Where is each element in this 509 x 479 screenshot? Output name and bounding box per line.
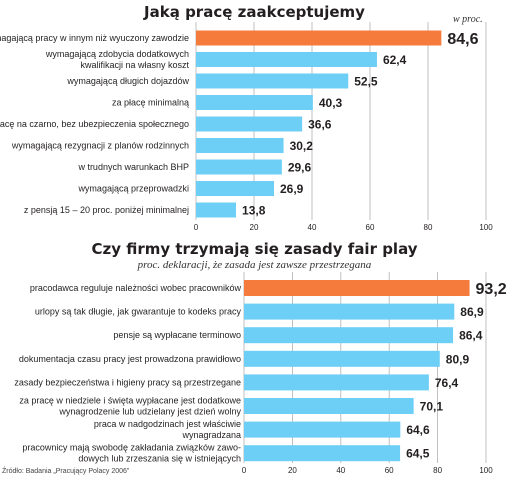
chart1-value-label: 36,6 (308, 118, 332, 132)
chart2-value-label: 86,9 (460, 305, 484, 319)
chart2-value-label: 64,5 (406, 447, 430, 461)
chart1-tick-label: 80 (424, 223, 433, 232)
chart2-bar (244, 327, 454, 344)
chart1-bar (196, 30, 442, 46)
chart1-category-label: wymagającą pracy w innym niż wyuczony za… (0, 33, 189, 43)
chart1-value-label: 52,5 (354, 75, 378, 89)
chart2-bar (244, 374, 429, 391)
chart1-category-label: wymagającą zdobycia dodatkowych (45, 49, 189, 59)
chart1-value-label: 29,6 (288, 161, 312, 175)
chart1-category-label: wymagającą długich dojazdów (66, 76, 189, 86)
chart2-tick-label: 40 (336, 466, 345, 475)
chart2-bar (244, 421, 401, 438)
chart2-category-label: urlopy są tak długie, jak gwarantuje to … (35, 307, 242, 317)
chart2-category-label: za pracę w niedziele i święta wypłacane … (19, 396, 241, 406)
chart2-subtitle: proc. deklaracji, że zasada jest zawsze … (137, 259, 372, 271)
chart1-tick-label: 60 (366, 223, 375, 232)
chart1-category-label: za płacę minimalną (112, 98, 189, 108)
chart1-value-label: 62,4 (383, 53, 407, 67)
chart1-bar (196, 95, 313, 110)
chart2-category-label: zasady bezpieczeństwa i higieny pracy są… (14, 377, 241, 387)
chart2-value-label: 76,4 (435, 376, 459, 390)
chart2-tick-label: 100 (479, 466, 493, 475)
chart1-category-label: wymagającą przeprowadzki (77, 184, 189, 194)
chart2-title: Czy firmy trzymają się zasady fair play (91, 240, 418, 258)
chart2-value-label: 93,2 (476, 281, 507, 298)
chart1-bar (196, 138, 284, 153)
chart2-bar (244, 398, 414, 414)
chart1-tick-label: 40 (308, 223, 317, 232)
chart2-category-label: wynagradzana (181, 430, 241, 440)
chart2-category-label: pracownicy mają swobodę zakładania związ… (22, 443, 241, 453)
chart1-category-label: wymagającą rezygnacji z planów rodzinnyc… (11, 141, 189, 151)
chart1-svg: wymagającą pracy w innym niż wyuczony za… (0, 22, 493, 232)
chart1-value-label: 26,9 (280, 182, 304, 196)
chart1-category-label: w trudnych warunkach BHP (77, 162, 189, 172)
chart1-value-label: 30,2 (290, 139, 314, 153)
chart1-bar (196, 73, 349, 89)
chart1-category-label: kwalifikacji na własny koszt (80, 60, 189, 70)
chart1-tick-label: 0 (194, 223, 199, 232)
chart1-unit-label: w proc. (453, 14, 483, 25)
chart1-bar (196, 159, 282, 175)
chart2-tick-label: 0 (242, 466, 247, 475)
chart2-category-label: pensje są wypłacane terminowo (113, 330, 241, 340)
chart2-category-label: pracodawca reguluje należności wobec pra… (30, 283, 242, 293)
chart1-bar (196, 116, 303, 132)
chart1-value-label: 84,6 (447, 31, 478, 48)
chart2-tick-label: 60 (385, 466, 394, 475)
source-note: Źródło: Badania „Pracujący Polacy 2006” (2, 468, 130, 475)
chart2-category-label: wynagrodzenie lub udzielany jest dzień w… (58, 407, 241, 417)
chart1-bar (196, 202, 237, 218)
chart1-title: Jaką pracę zaakceptujemy (144, 3, 365, 21)
chart1-category-label: pracę na czarno, bez ubezpieczenia społe… (0, 119, 189, 129)
chart2-value-label: 86,4 (459, 329, 483, 343)
chart2-category-label: dokumentacja czasu pracy jest prowadzona… (19, 354, 241, 364)
chart2-value-label: 80,9 (446, 352, 470, 366)
chart2-bar (244, 445, 401, 462)
chart1-tick-label: 100 (479, 223, 493, 232)
chart1-bar (196, 181, 275, 196)
chart2-bar (244, 303, 455, 320)
chart1-value-label: 40,3 (319, 96, 343, 110)
chart2-tick-label: 20 (288, 466, 297, 475)
chart2-category-label: praca w nadgodzinach jest właściwie (94, 419, 241, 429)
chart2-value-label: 70,1 (420, 400, 444, 414)
chart2-value-label: 64,6 (406, 423, 430, 437)
chart2-bar (244, 350, 440, 367)
chart2-category-label: dowych lub zrzeszania się w istniejących (78, 454, 241, 464)
chart1-tick-label: 20 (250, 223, 259, 232)
chart1-value-label: 13,8 (242, 204, 266, 218)
chart2-tick-label: 80 (433, 466, 442, 475)
chart1-bar (196, 52, 377, 67)
chart2-bar (244, 280, 470, 296)
chart1-category-label: z pensją 15 – 20 proc. poniżej minimalne… (24, 205, 189, 215)
